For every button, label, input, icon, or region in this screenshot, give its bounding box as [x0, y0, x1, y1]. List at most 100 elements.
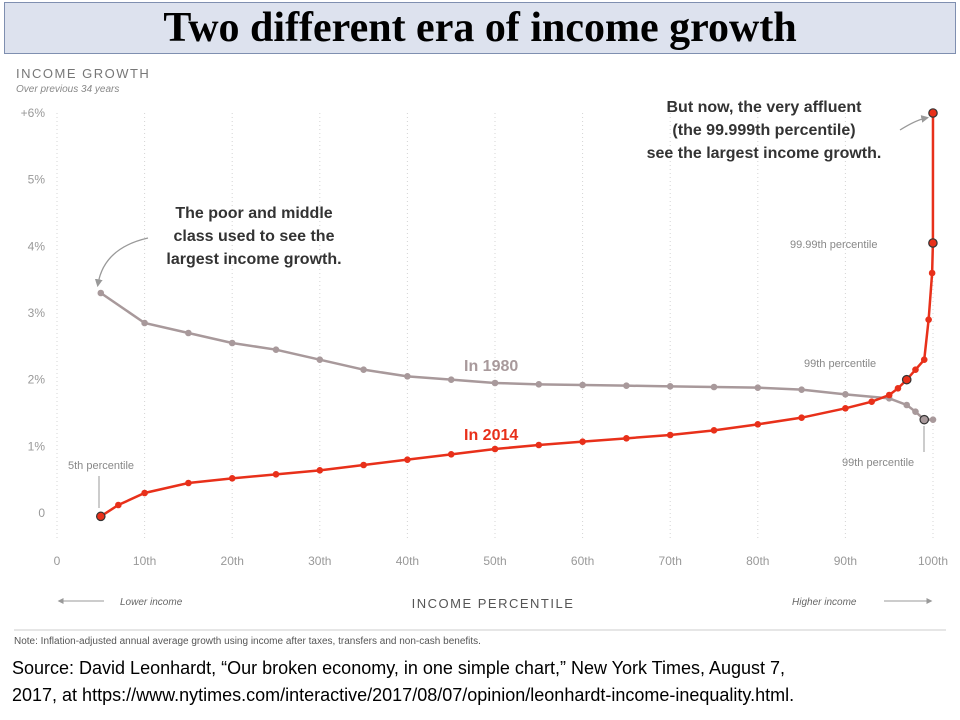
y-tick-label: 3%	[28, 306, 46, 320]
series-label-2014: In 2014	[464, 427, 518, 444]
slide-title: Two different era of income growth	[4, 2, 956, 54]
data-point	[535, 441, 543, 449]
data-point	[404, 373, 411, 380]
data-point	[842, 405, 849, 412]
annotation-affluent-line-3: see the largest income growth.	[647, 145, 882, 162]
data-point	[447, 376, 455, 383]
data-point	[868, 398, 875, 405]
data-point	[97, 289, 105, 297]
series-line	[100, 112, 935, 518]
label-9999th-percentile: 99.99th percentile	[790, 239, 877, 251]
x-tick-label: 0	[54, 554, 61, 568]
x-tick-label: 20th	[221, 554, 244, 568]
data-point	[894, 385, 902, 392]
chart-subtitle: Over previous 34 years	[16, 84, 119, 95]
income-growth-chart: 0 10th 20th 30th 40th 50th 60th 70th 80th 90th 100…	[14, 66, 948, 647]
chart-title: INCOME GROWTH	[16, 66, 150, 81]
data-point	[928, 269, 936, 277]
chart-note: Note: Inflation-adjusted annual average …	[14, 636, 481, 647]
data-point	[842, 391, 849, 398]
y-tick-label: +6%	[21, 106, 46, 120]
label-99th-percentile-2014: 99th percentile	[804, 358, 876, 370]
data-point	[404, 456, 411, 463]
axis-layer: 0 10th 20th 30th 40th 50th 60th 70th 80th 90th 100…	[21, 106, 948, 568]
y-tick-label: 0	[38, 506, 45, 520]
data-point	[903, 401, 911, 409]
data-point	[912, 366, 919, 373]
x-tick-label: 30th	[308, 554, 331, 568]
data-point	[447, 451, 455, 458]
label-5th-percentile: 5th percentile	[68, 460, 134, 472]
data-point	[885, 391, 893, 399]
callout-marker	[919, 414, 930, 425]
data-point	[710, 427, 718, 434]
x-tick-label: 10th	[133, 554, 156, 568]
annotation-affluent-line-2: (the 99.999th percentile)	[672, 122, 855, 139]
x-tick-label: 60th	[571, 554, 594, 568]
x-tick-label: 50th	[483, 554, 506, 568]
data-point	[925, 316, 932, 323]
data-point	[623, 382, 630, 389]
annotation-affluent-line-1: But now, the very affluent	[667, 99, 863, 116]
grid-layer	[56, 113, 934, 541]
annotation-poor-middle-line-1: The poor and middle	[175, 205, 332, 222]
annotation-poor-middle: The poor and middle class used to see th…	[94, 205, 342, 288]
x-tick-label: 40th	[396, 554, 419, 568]
x-tick-label: 100th	[918, 554, 948, 568]
callout-marker	[928, 108, 938, 118]
data-point	[360, 366, 367, 373]
x-tick-label: 90th	[834, 554, 857, 568]
y-tick-label: 5%	[28, 173, 46, 187]
data-point	[710, 383, 718, 391]
data-point	[754, 384, 762, 391]
data-point	[579, 381, 586, 389]
x-tick-label: 80th	[746, 554, 769, 568]
callout-marker	[901, 374, 912, 385]
data-point	[272, 346, 280, 353]
data-point	[579, 438, 586, 445]
x-tick-label: 70th	[659, 554, 682, 568]
data-point	[185, 329, 192, 337]
arrow-poor-middle	[94, 237, 149, 288]
data-point	[360, 461, 367, 469]
data-point	[228, 475, 236, 482]
callout-marker	[928, 238, 938, 248]
label-99th-percentile-1980: 99th percentile	[842, 457, 914, 469]
data-point	[623, 435, 630, 442]
series-label-1980: In 1980	[464, 358, 518, 375]
data-point	[185, 479, 192, 487]
y-tick-label: 1%	[28, 439, 46, 453]
y-tick-label: 2%	[28, 373, 46, 387]
data-point	[754, 421, 762, 428]
annotation-affluent: But now, the very affluent (the 99.999th…	[647, 99, 930, 162]
source-citation: Source: David Leonhardt, “Our broken eco…	[12, 655, 952, 709]
source-line-1: Source: David Leonhardt, “Our broken eco…	[12, 658, 786, 678]
data-point	[920, 356, 928, 363]
data-point	[228, 339, 236, 347]
data-point	[929, 416, 937, 423]
annotation-poor-middle-line-3: largest income growth.	[166, 251, 341, 268]
higher-income-label: Higher income	[792, 597, 857, 608]
data-point	[115, 501, 122, 509]
data-point	[272, 471, 280, 478]
data-point	[491, 445, 499, 453]
data-point	[912, 408, 919, 415]
data-point	[798, 414, 805, 421]
series-line	[100, 291, 933, 421]
data-point	[491, 379, 499, 387]
data-point	[141, 319, 148, 327]
lower-income-label: Lower income	[120, 597, 183, 608]
data-point	[316, 356, 324, 363]
data-point	[535, 381, 543, 388]
annotation-poor-middle-line-2: class used to see the	[174, 228, 335, 245]
y-tick-label: 4%	[28, 239, 46, 253]
series-layer	[96, 108, 938, 522]
x-axis-label: INCOME PERCENTILE	[412, 596, 575, 611]
callout-marker	[96, 511, 106, 522]
arrow-affluent	[899, 115, 930, 131]
source-line-2: 2017, at https://www.nytimes.com/interac…	[12, 685, 795, 705]
data-point	[316, 467, 324, 474]
data-point	[666, 431, 674, 439]
data-point	[141, 489, 148, 497]
data-point	[798, 386, 805, 393]
